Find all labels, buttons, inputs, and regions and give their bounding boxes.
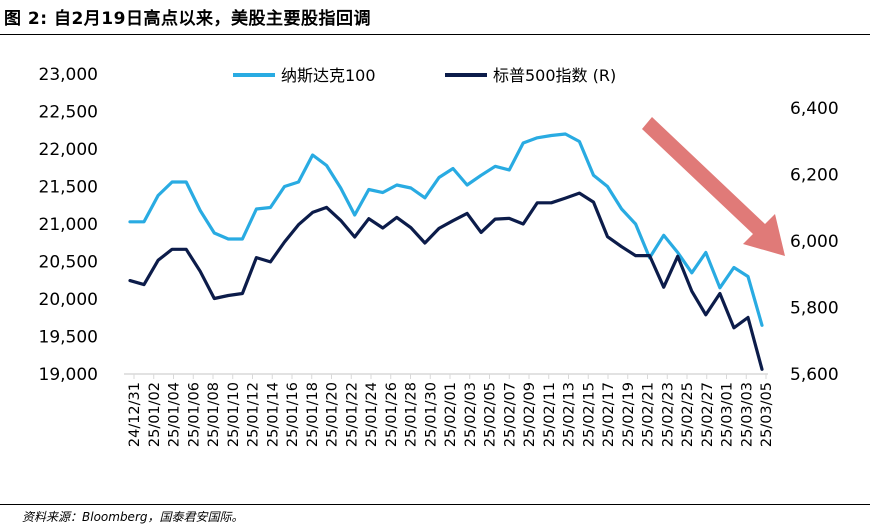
x-tick-label: 25/03/05 <box>759 382 775 447</box>
left-tick-label: 22,000 <box>39 140 98 160</box>
legend-label-nasdaq: 纳斯达克100 <box>281 66 376 85</box>
left-tick-label: 23,000 <box>39 65 98 85</box>
left-tick-label: 21,500 <box>39 178 98 198</box>
x-tick-label: 25/02/23 <box>660 382 676 447</box>
sp500-line <box>128 191 764 371</box>
x-tick-label: 25/02/01 <box>443 382 459 447</box>
line-chart: 19,000 19,500 20,000 20,500 21,000 21,500 22,0… <box>39 65 839 447</box>
x-tick-label: 25/01/08 <box>206 382 222 447</box>
nasdaq100-line <box>128 132 764 327</box>
x-tick-label: 25/02/09 <box>522 382 538 447</box>
x-tick-label: 25/02/27 <box>700 382 716 447</box>
x-tick-label: 25/01/12 <box>246 382 262 447</box>
right-tick-label: 5,800 <box>790 299 839 319</box>
left-tick-label: 20,500 <box>39 253 98 273</box>
x-tick-label: 25/02/21 <box>641 382 657 447</box>
x-tick-label: 25/01/06 <box>186 382 202 447</box>
right-tick-label: 6,200 <box>790 166 839 186</box>
x-tick-label: 25/01/04 <box>167 382 183 447</box>
series-lines <box>128 132 764 371</box>
legend-label-sp500: 标普500指数 (R) <box>493 66 616 85</box>
x-tick-label: 25/02/19 <box>621 382 637 447</box>
x-tick-label: 25/02/17 <box>601 382 617 447</box>
x-tick-label: 25/01/14 <box>265 382 281 447</box>
chart-title: 图 2: 自2月19日高点以来，美股主要股指回调 <box>4 9 371 29</box>
x-tick-label: 25/01/16 <box>285 382 301 447</box>
x-tick-label: 25/03/03 <box>739 382 755 447</box>
left-tick-label: 21,000 <box>39 215 98 235</box>
x-tick-label: 25/02/05 <box>483 382 499 447</box>
left-tick-label: 22,500 <box>39 103 98 123</box>
x-tick-label: 25/02/13 <box>562 382 578 447</box>
trend-arrow <box>642 117 785 256</box>
x-tick-label: 25/01/28 <box>404 382 420 447</box>
right-tick-label: 5,600 <box>790 365 839 385</box>
x-tick-label: 25/02/15 <box>581 382 597 447</box>
x-tick-label: 25/01/18 <box>305 382 321 447</box>
x-axis: 24/12/31 25/01/02 25/01/04 25/01/06 25/01/08… <box>127 374 775 447</box>
x-tick-label: 25/02/25 <box>680 382 696 447</box>
x-tick-label: 25/01/24 <box>364 382 380 447</box>
x-tick-label: 25/01/20 <box>325 382 341 447</box>
x-tick-label: 25/01/02 <box>147 382 163 447</box>
x-tick-label: 25/01/10 <box>226 382 242 447</box>
left-tick-label: 20,000 <box>39 290 98 310</box>
source-rule <box>0 504 870 505</box>
x-tick-label: 25/02/11 <box>542 382 558 447</box>
decline-arrow <box>642 117 785 256</box>
x-tick-label: 25/02/07 <box>502 382 518 447</box>
right-tick-label: 6,400 <box>790 99 839 119</box>
x-tick-label: 25/01/22 <box>344 382 360 447</box>
x-tick-label: 24/12/31 <box>127 382 143 447</box>
left-tick-label: 19,500 <box>39 328 98 348</box>
x-tick-label: 25/02/03 <box>463 382 479 447</box>
right-y-axis: 5,600 5,800 6,000 6,200 6,400 <box>790 99 839 385</box>
left-tick-label: 19,000 <box>39 365 98 385</box>
x-tick-label: 25/01/26 <box>384 382 400 447</box>
source-note: 资料来源：Bloomberg，国泰君安国际。 <box>22 510 244 524</box>
right-tick-label: 6,000 <box>790 232 839 252</box>
x-tick-label: 25/03/01 <box>720 382 736 447</box>
legend: 纳斯达克100 标普500指数 (R) <box>233 66 616 85</box>
left-y-axis: 19,000 19,500 20,000 20,500 21,000 21,500 22,0… <box>39 65 98 385</box>
x-tick-label: 25/01/30 <box>423 382 439 447</box>
title-rule <box>0 34 870 35</box>
